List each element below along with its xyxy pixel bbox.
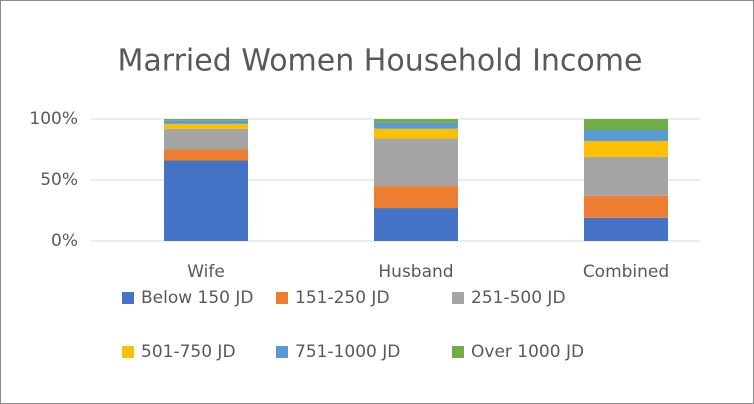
legend-swatch: [122, 346, 134, 358]
bar-segment: [164, 120, 248, 124]
bar-segment: [374, 122, 458, 129]
bar-segment: [584, 119, 668, 130]
bar-segment: [584, 156, 668, 196]
legend-swatch: [276, 346, 288, 358]
bar-segment: [584, 217, 668, 241]
legend-label: 501-750 JD: [141, 342, 236, 362]
bar-segment: [164, 128, 248, 150]
bar-segment: [164, 123, 248, 129]
legend-swatch: [452, 292, 464, 304]
legend-swatch: [122, 292, 134, 304]
bar-segment: [374, 138, 458, 187]
bar-segment: [164, 149, 248, 161]
legend-label: 751-1000 JD: [295, 342, 400, 362]
bar-segment: [374, 128, 458, 139]
bar-segment: [164, 119, 248, 121]
legend-label: 151-250 JD: [295, 288, 390, 308]
bar-segment: [374, 119, 458, 123]
legend-label: Over 1000 JD: [471, 342, 584, 362]
x-tick-label: Wife: [187, 262, 225, 282]
y-tick-label: 0%: [51, 231, 78, 251]
legend-swatch: [276, 292, 288, 304]
bar-segment: [164, 160, 248, 241]
legend-label: Below 150 JD: [141, 288, 254, 308]
y-tick-label: 100%: [29, 109, 78, 129]
bar-segment: [374, 186, 458, 209]
bar-segment: [374, 208, 458, 241]
legend-swatch: [452, 346, 464, 358]
legend-label: 251-500 JD: [471, 288, 566, 308]
bar-segment: [584, 195, 668, 218]
x-tick-label: Combined: [583, 262, 669, 282]
y-tick-label: 50%: [40, 170, 78, 190]
chart-title: Married Women Household Income: [118, 44, 643, 79]
x-tick-label: Husband: [378, 262, 453, 282]
bar-segment: [584, 129, 668, 141]
bar-segment: [584, 140, 668, 157]
